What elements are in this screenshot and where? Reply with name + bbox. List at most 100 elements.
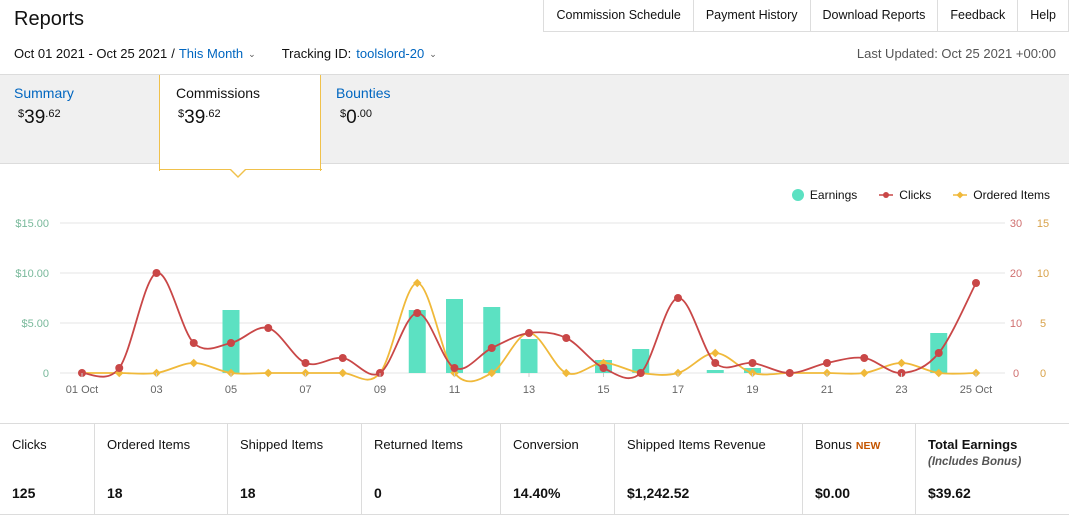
- date-separator: /: [171, 46, 175, 61]
- x-tick-label: 13: [523, 384, 535, 396]
- legend-earnings[interactable]: Earnings: [791, 188, 858, 202]
- ordered-items-point: [487, 368, 496, 378]
- legend-clicks-label: Clicks: [899, 188, 932, 202]
- x-tick-label: 07: [299, 384, 311, 396]
- tab-commissions[interactable]: Commissions $39.62: [159, 75, 321, 171]
- clicks-point: [152, 269, 161, 277]
- stat-shipped-revenue: Shipped Items Revenue $1,242.52: [615, 424, 803, 514]
- period-dropdown[interactable]: This Month: [178, 46, 244, 61]
- stat-value: $1,242.52: [627, 485, 690, 501]
- legend-clicks[interactable]: Clicks: [879, 188, 931, 202]
- y-tick-label-earnings: 0: [43, 368, 49, 380]
- stat-value: 125: [12, 485, 36, 501]
- report-header: Reports Commission Schedule Payment Hist…: [0, 0, 1069, 74]
- y-tick-label-clicks: 20: [1010, 268, 1022, 280]
- legend-ordered-items[interactable]: Ordered Items: [953, 188, 1050, 202]
- earnings-bar: [408, 310, 426, 373]
- stat-label: Returned Items: [374, 437, 463, 452]
- x-tick-label: 01 Oct: [66, 384, 98, 396]
- tab-bounties[interactable]: Bounties $0.00: [322, 75, 482, 163]
- date-range: Oct 01 2021 - Oct 25 2021: [14, 46, 168, 61]
- stat-value: 18: [240, 485, 256, 501]
- stat-label: Shipped Items Revenue: [627, 437, 766, 452]
- y-tick-label-ordered: 0: [1040, 368, 1046, 380]
- stat-value: $0.00: [815, 485, 851, 501]
- stat-label: Ordered Items: [107, 437, 191, 452]
- earnings-bar: [706, 370, 724, 373]
- clicks-point: [450, 364, 459, 372]
- x-tick-label: 25 Oct: [960, 384, 992, 396]
- tab-summary-value: $39.62: [18, 107, 61, 128]
- stats-bar: Clicks 125 Ordered Items 18 Shipped Item…: [0, 423, 1069, 515]
- y-tick-label-earnings: $10.00: [15, 268, 49, 280]
- y-tick-label-earnings: $15.00: [15, 218, 49, 230]
- stat-value: 18: [107, 485, 123, 501]
- stat-label: Bonus NEW: [815, 437, 881, 452]
- ordered-items-point: [413, 278, 422, 288]
- y-tick-label-ordered: 15: [1037, 218, 1049, 230]
- clicks-point: [189, 339, 198, 347]
- stat-bonus: Bonus NEW $0.00: [803, 424, 916, 514]
- last-updated: Last Updated: Oct 25 2021 +00:00: [856, 46, 1056, 61]
- clicks-point: [934, 349, 943, 357]
- stat-value: 0: [374, 485, 382, 501]
- clicks-point: [972, 279, 980, 287]
- new-badge: NEW: [855, 440, 881, 452]
- ordered-items-point: [264, 368, 273, 378]
- x-tick-label: 05: [225, 384, 237, 396]
- tab-summary[interactable]: Summary $39.62: [0, 75, 160, 163]
- clicks-point: [599, 364, 608, 372]
- tracking-label: Tracking ID:: [281, 46, 352, 61]
- stat-label: Shipped Items: [240, 437, 324, 452]
- clicks-point: [674, 294, 682, 302]
- clicks-point: [338, 354, 347, 362]
- stat-returned-items: Returned Items 0: [362, 424, 501, 514]
- page-title: Reports: [14, 8, 85, 30]
- chevron-down-icon[interactable]: ⌄: [429, 49, 437, 59]
- y-tick-label-earnings: $5.00: [21, 318, 49, 330]
- x-tick-label: 19: [746, 384, 758, 396]
- chevron-down-icon[interactable]: ⌄: [248, 49, 256, 59]
- clicks-point: [823, 359, 831, 367]
- nav-commission-schedule[interactable]: Commission Schedule: [544, 0, 694, 31]
- stat-label: Conversion: [513, 437, 579, 452]
- x-tick-label: 17: [672, 384, 684, 396]
- tracking-id-dropdown[interactable]: toolslord-20: [356, 46, 425, 61]
- tab-commissions-value: $39.62: [178, 107, 221, 128]
- clicks-point: [301, 359, 310, 367]
- ordered-items-point: [189, 358, 198, 368]
- clicks-point: [413, 309, 422, 317]
- nav-payment-history[interactable]: Payment History: [694, 0, 811, 31]
- clicks-point: [562, 334, 571, 342]
- stat-value: $39.62: [928, 485, 971, 501]
- nav-download-reports[interactable]: Download Reports: [811, 0, 939, 31]
- stat-conversion: Conversion 14.40%: [501, 424, 615, 514]
- earnings-bar: [446, 299, 463, 373]
- stat-label: Clicks: [12, 437, 47, 452]
- clicks-point: [525, 329, 533, 337]
- clicks-point: [785, 369, 794, 377]
- ordered-items-point: [562, 368, 571, 378]
- ordered-items-point: [897, 358, 906, 368]
- legend-earnings-label: Earnings: [809, 188, 858, 202]
- x-tick-label: 11: [449, 384, 460, 396]
- clicks-point: [227, 339, 235, 347]
- ordered-items-point: [338, 368, 347, 378]
- tab-summary-label: Summary: [14, 85, 74, 101]
- nav-feedback[interactable]: Feedback: [938, 0, 1019, 31]
- stat-sublabel: (Includes Bonus): [928, 456, 1022, 468]
- top-nav: Commission Schedule Payment History Down…: [543, 0, 1069, 32]
- ordered-items-point: [860, 368, 869, 378]
- ordered-items-point: [934, 368, 943, 378]
- stat-value: 14.40%: [513, 485, 561, 501]
- clicks-point: [636, 369, 645, 377]
- earnings-bar: [520, 339, 538, 373]
- clicks-point: [487, 344, 496, 352]
- y-tick-label-ordered: 5: [1040, 318, 1046, 330]
- earnings-chart: $15.00 30 15 $10.00 20 10 $5.00 10 5 0 0 0 01 Oct 03 0…: [15, 218, 1049, 396]
- tab-bounties-value: $0.00: [340, 107, 372, 128]
- x-tick-label: 03: [150, 384, 162, 396]
- clicks-point: [711, 359, 720, 367]
- y-tick-label-ordered: 10: [1037, 268, 1049, 280]
- clicks-point: [748, 359, 757, 367]
